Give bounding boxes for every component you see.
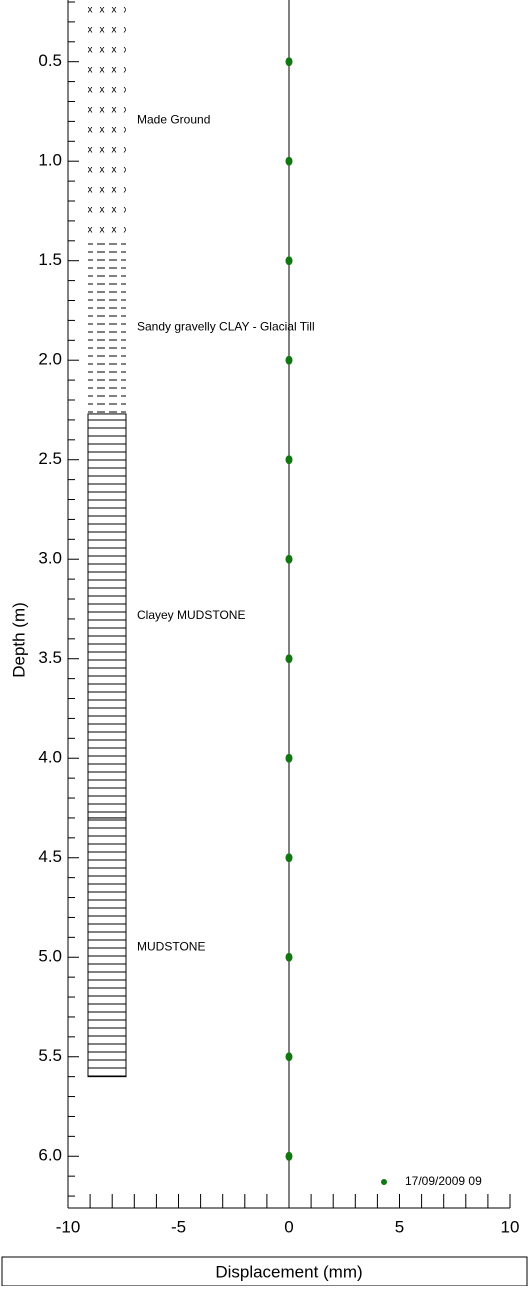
y-tick-label: 1.0 (38, 151, 62, 170)
data-point (285, 1052, 293, 1062)
y-tick-label: 0.5 (38, 51, 62, 70)
data-point (285, 753, 293, 763)
y-tick-label: 2.0 (38, 350, 62, 369)
stratum (87, 413, 127, 819)
x-axis-label: Displacement (mm) (215, 1262, 362, 1281)
stratum (87, 817, 127, 1078)
data-point (285, 57, 293, 67)
data-point (285, 1151, 293, 1161)
stratum (88, 0, 126, 241)
x-tick-label: 10 (501, 1217, 520, 1236)
data-point (285, 853, 293, 863)
data-point (285, 455, 293, 465)
stratum-label: Clayey MUDSTONE (137, 608, 245, 622)
legend-marker (381, 1179, 387, 1185)
x-tick-label: 5 (395, 1217, 404, 1236)
y-tick-label: 4.0 (38, 748, 62, 767)
y-tick-label: 6.0 (38, 1146, 62, 1165)
y-tick-label: 1.5 (38, 250, 62, 269)
stratum-label: MUDSTONE (137, 939, 205, 953)
y-tick-label: 5.0 (38, 947, 62, 966)
stratum-label: Made Ground (137, 113, 210, 127)
x-tick-label: 0 (284, 1217, 293, 1236)
data-point (285, 654, 293, 664)
y-tick-label: 5.5 (38, 1046, 62, 1065)
x-tick-label: -10 (56, 1217, 81, 1236)
data-point (285, 355, 293, 365)
data-point (285, 156, 293, 166)
data-point (285, 952, 293, 962)
y-tick-label: 3.0 (38, 549, 62, 568)
y-tick-label: 3.5 (38, 648, 62, 667)
y-tick-label: 4.5 (38, 847, 62, 866)
data-point (285, 256, 293, 266)
y-axis-label: Depth (m) (9, 602, 28, 678)
y-tick-label: 2.5 (38, 449, 62, 468)
data-point (285, 554, 293, 564)
x-tick-label: -5 (171, 1217, 186, 1236)
stratum-label: Sandy gravelly CLAY - Glacial Till (137, 320, 315, 334)
legend-label: 17/09/2009 09 (405, 1174, 482, 1188)
stratum (88, 240, 126, 414)
